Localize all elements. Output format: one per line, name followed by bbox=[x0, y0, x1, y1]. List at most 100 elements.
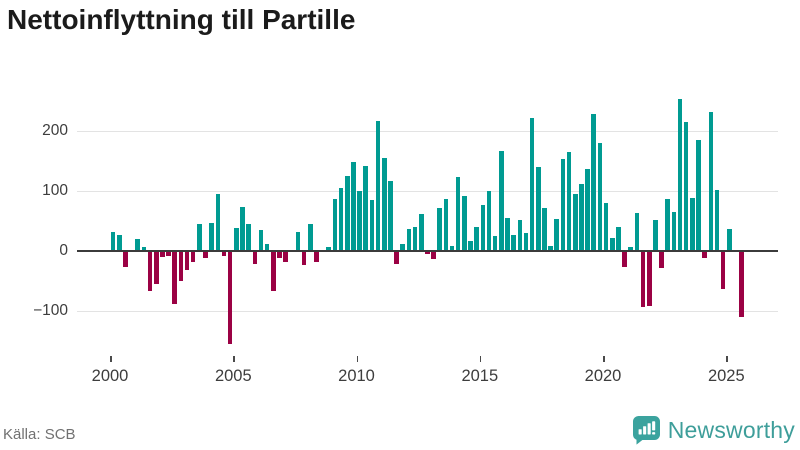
bar-2012-q4 bbox=[425, 251, 430, 254]
bar-2007-q3 bbox=[295, 232, 301, 251]
bar-2001-q1 bbox=[135, 239, 141, 251]
bar-2019-q2 bbox=[585, 169, 590, 251]
newsworthy-wordmark: Newsworthy bbox=[667, 416, 795, 443]
bar-2023-q3 bbox=[690, 197, 695, 251]
bar-2003-q1 bbox=[184, 251, 190, 270]
bar-2020-q4 bbox=[622, 251, 627, 268]
bar-2020-q3 bbox=[616, 226, 621, 251]
bar-2019-q3 bbox=[591, 113, 597, 251]
bar-2011-q1 bbox=[381, 157, 387, 251]
bar-2015-q4 bbox=[499, 150, 504, 251]
bar-2013-q1 bbox=[431, 251, 436, 260]
bar-2000-q3 bbox=[123, 251, 128, 268]
bar-2011-q3 bbox=[394, 251, 399, 264]
bar-2022-q4 bbox=[671, 212, 677, 251]
x-axis-tick-label-2010: 2010 bbox=[338, 367, 375, 385]
bar-2005-q4 bbox=[252, 251, 258, 265]
y-axis-tick-label: −100 bbox=[33, 301, 68, 319]
bar-2020-q2 bbox=[609, 238, 615, 251]
x-axis-tick-2005 bbox=[233, 356, 235, 362]
bar-2015-q3 bbox=[492, 235, 498, 251]
bar-2018-q4 bbox=[572, 194, 578, 251]
bar-2006-q1 bbox=[258, 230, 264, 251]
bar-2006-q2 bbox=[264, 244, 270, 251]
bar-2025-q1 bbox=[727, 228, 732, 251]
bar-2004-q1 bbox=[209, 223, 214, 251]
bar-2017-q2 bbox=[535, 166, 541, 251]
bar-2010-q4 bbox=[375, 120, 381, 251]
x-axis-tick-label-2005: 2005 bbox=[214, 367, 252, 385]
bar-2014-q2 bbox=[462, 195, 467, 251]
x-axis-tick-label-2015: 2015 bbox=[461, 367, 499, 385]
bar-2022-q3 bbox=[665, 198, 671, 251]
bar-2009-q4 bbox=[351, 161, 356, 251]
bar-2000-q2 bbox=[116, 235, 122, 251]
x-axis-tick-2015 bbox=[479, 356, 482, 362]
bar-2002-q1 bbox=[160, 251, 165, 257]
x-axis-tick-2010 bbox=[356, 356, 358, 362]
bar-2016-q4 bbox=[523, 233, 529, 251]
bar-2005-q2 bbox=[240, 206, 245, 251]
bar-2002-q2 bbox=[166, 251, 171, 256]
x-axis-tick-2020 bbox=[603, 356, 605, 362]
bar-2021-q1 bbox=[628, 246, 634, 251]
bar-2009-q1 bbox=[332, 199, 338, 251]
bar-2021-q4 bbox=[646, 251, 652, 306]
x-axis-tick-2000 bbox=[110, 356, 112, 362]
bar-2011-q4 bbox=[400, 243, 406, 251]
bar-2012-q3 bbox=[418, 214, 424, 251]
bar-2014-q4 bbox=[474, 226, 479, 251]
bar-2024-q2 bbox=[708, 112, 714, 251]
bar-2023-q4 bbox=[696, 140, 701, 251]
bar-2017-q1 bbox=[529, 117, 535, 251]
bar-2022-q2 bbox=[659, 251, 664, 269]
bar-2007-q4 bbox=[301, 251, 307, 266]
bar-2013-q3 bbox=[443, 198, 449, 251]
newsworthy-speech-bubble-barchart-icon bbox=[632, 415, 661, 445]
gridline-200 bbox=[77, 130, 778, 132]
bar-2008-q4 bbox=[326, 246, 332, 251]
bar-2025-q3 bbox=[739, 251, 744, 317]
bar-2021-q2 bbox=[634, 212, 640, 251]
bar-2000-q1 bbox=[110, 232, 116, 251]
newsworthy-logo-link[interactable]: Newsworthy bbox=[632, 415, 795, 445]
bar-2002-q4 bbox=[178, 251, 184, 281]
bar-2003-q4 bbox=[203, 251, 208, 259]
bar-2012-q1 bbox=[406, 229, 412, 251]
bar-2009-q2 bbox=[338, 188, 344, 251]
bar-2021-q3 bbox=[640, 251, 646, 307]
bar-2002-q3 bbox=[172, 251, 178, 304]
bar-2017-q3 bbox=[542, 207, 547, 251]
bar-2012-q2 bbox=[412, 226, 418, 251]
bar-2015-q1 bbox=[480, 205, 486, 251]
bar-2020-q1 bbox=[603, 203, 609, 251]
bar-2005-q3 bbox=[246, 224, 251, 251]
bar-2004-q2 bbox=[215, 194, 221, 251]
bar-2016-q2 bbox=[511, 234, 516, 251]
bar-2024-q1 bbox=[702, 251, 707, 259]
bar-2010-q2 bbox=[363, 165, 369, 251]
bar-2018-q2 bbox=[560, 158, 566, 251]
bar-2007-q1 bbox=[283, 251, 288, 262]
bar-2023-q2 bbox=[683, 121, 689, 251]
y-axis-tick-label: 0 bbox=[59, 241, 68, 259]
bar-2008-q1 bbox=[307, 224, 313, 251]
y-axis-tick-label: 100 bbox=[42, 181, 68, 199]
gridline--100 bbox=[77, 310, 778, 312]
bar-2001-q3 bbox=[147, 251, 153, 292]
bar-2001-q2 bbox=[141, 247, 147, 251]
bar-2018-q3 bbox=[566, 151, 572, 251]
bar-2018-q1 bbox=[554, 218, 560, 251]
bar-2013-q4 bbox=[449, 245, 455, 251]
bar-2001-q4 bbox=[153, 251, 159, 284]
bar-2024-q4 bbox=[720, 251, 726, 289]
bar-2008-q2 bbox=[314, 251, 319, 263]
bar-2009-q3 bbox=[344, 176, 350, 251]
bar-2006-q4 bbox=[277, 251, 282, 258]
bar-2017-q4 bbox=[548, 245, 553, 251]
bar-2014-q1 bbox=[455, 176, 461, 251]
bar-2013-q2 bbox=[437, 208, 442, 251]
bar-2015-q2 bbox=[486, 191, 492, 251]
x-axis-tick-label-2020: 2020 bbox=[584, 367, 622, 385]
bar-2016-q3 bbox=[517, 220, 523, 251]
